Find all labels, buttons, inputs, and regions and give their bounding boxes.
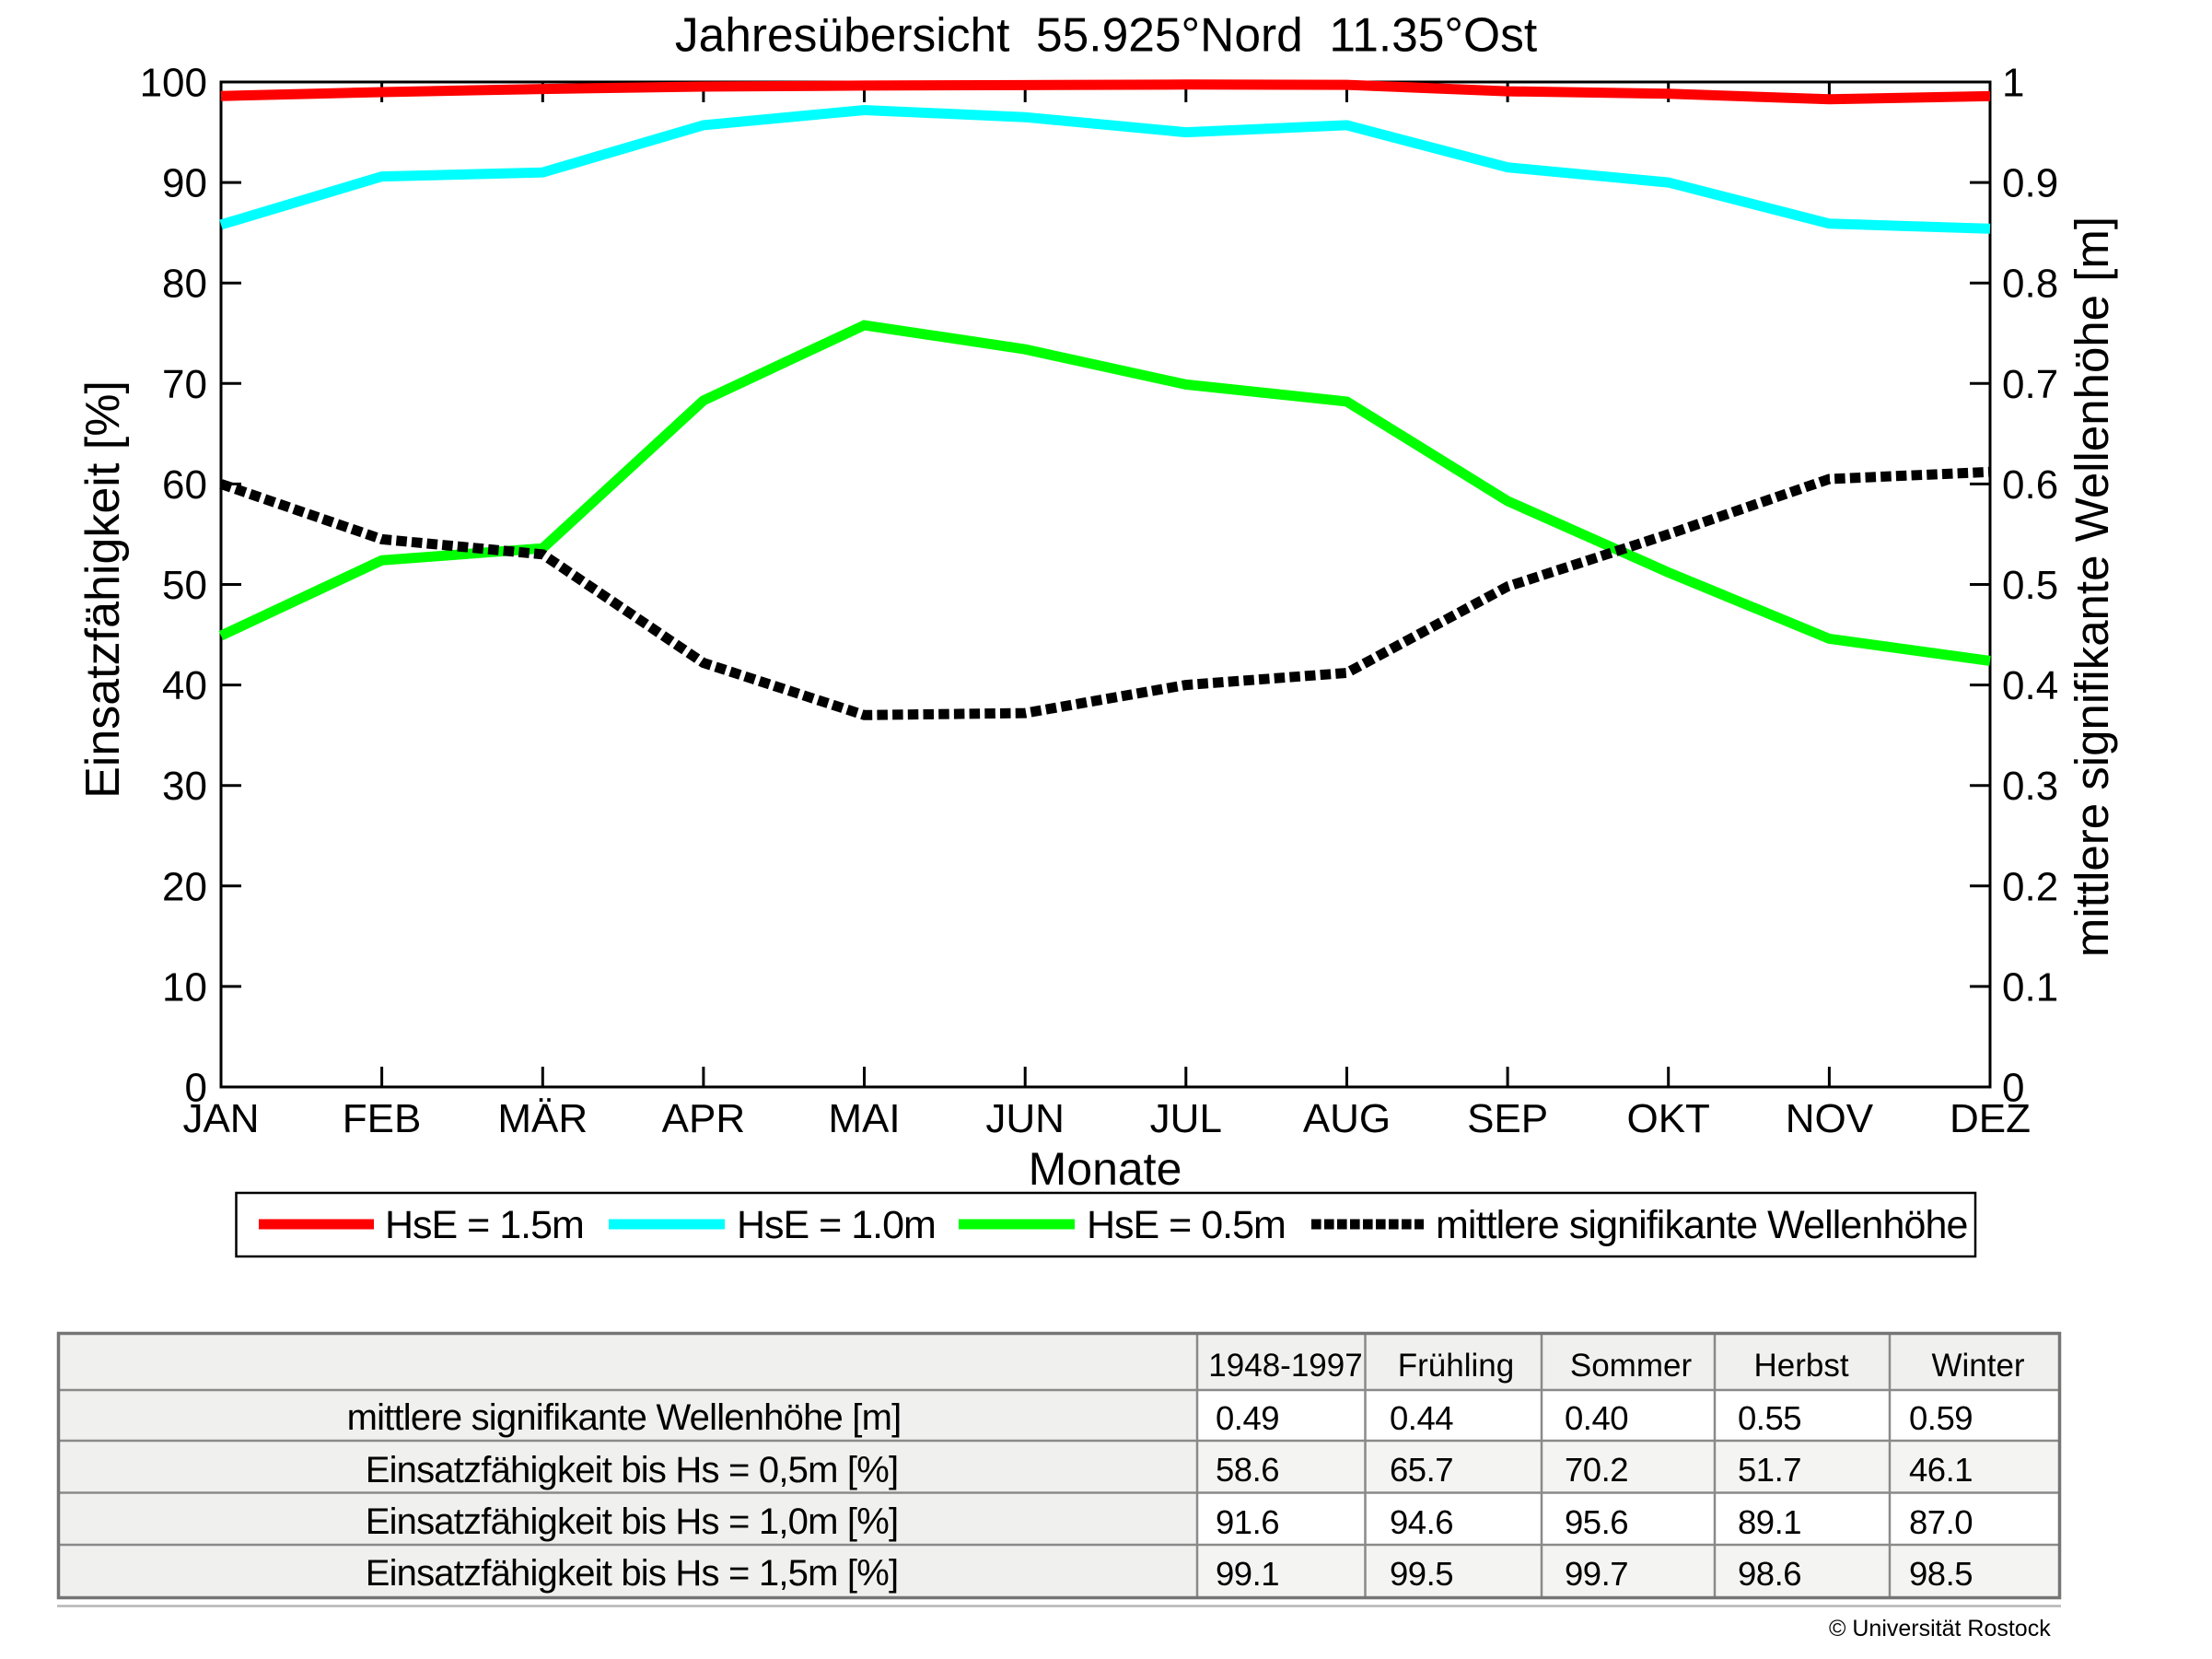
svg-text:© Universität Rostock: © Universität Rostock — [1829, 1616, 2051, 1641]
svg-text:JAN: JAN — [182, 1096, 259, 1141]
svg-text:0.49: 0.49 — [1216, 1399, 1279, 1437]
svg-text:JUN: JUN — [985, 1096, 1065, 1141]
svg-text:0.3: 0.3 — [2002, 764, 2058, 809]
svg-text:70: 70 — [162, 362, 207, 407]
svg-text:Einsatzfähigkeit [%]: Einsatzfähigkeit [%] — [76, 380, 130, 799]
svg-text:Einsatzfähigkeit bis Hs = 1,0m: Einsatzfähigkeit bis Hs = 1,0m [%] — [366, 1501, 899, 1542]
svg-text:0: 0 — [2002, 1066, 2024, 1111]
svg-text:87.0: 87.0 — [1909, 1503, 1973, 1541]
svg-text:Einsatzfähigkeit bis Hs = 1,5m: Einsatzfähigkeit bis Hs = 1,5m [%] — [366, 1553, 899, 1594]
svg-text:95.6: 95.6 — [1565, 1503, 1628, 1541]
svg-text:Herbst: Herbst — [1753, 1348, 1848, 1384]
svg-text:0.59: 0.59 — [1909, 1399, 1973, 1437]
svg-text:OKT: OKT — [1626, 1096, 1709, 1141]
svg-text:NOV: NOV — [1786, 1096, 1874, 1141]
svg-text:Jahresübersicht 55.925°Nord: Jahresübersicht 55.925°Nord 11.35°Ost — [675, 8, 1537, 62]
svg-text:mittlere signifikante Wellenhö: mittlere signifikante Wellenhöhe — [1436, 1203, 1968, 1247]
svg-text:65.7: 65.7 — [1390, 1451, 1453, 1489]
svg-text:0.44: 0.44 — [1390, 1399, 1453, 1437]
svg-text:0.1: 0.1 — [2002, 964, 2058, 1010]
svg-text:HsE = 1.5m: HsE = 1.5m — [385, 1203, 584, 1247]
svg-text:APR: APR — [662, 1096, 745, 1141]
svg-text:51.7: 51.7 — [1738, 1451, 1801, 1489]
svg-text:1948-1997: 1948-1997 — [1208, 1348, 1362, 1384]
svg-text:Monate: Monate — [1029, 1143, 1182, 1195]
svg-text:MAI: MAI — [828, 1096, 900, 1141]
svg-text:46.1: 46.1 — [1909, 1451, 1973, 1489]
svg-text:SEP: SEP — [1467, 1096, 1548, 1141]
svg-text:100: 100 — [140, 61, 207, 106]
svg-text:90: 90 — [162, 161, 207, 206]
svg-text:89.1: 89.1 — [1738, 1503, 1801, 1541]
svg-text:80: 80 — [162, 262, 207, 307]
svg-text:30: 30 — [162, 764, 207, 809]
svg-text:99.1: 99.1 — [1216, 1555, 1279, 1593]
svg-text:0.55: 0.55 — [1738, 1399, 1801, 1437]
svg-text:HsE = 1.0m: HsE = 1.0m — [737, 1203, 936, 1247]
svg-text:HsE = 0.5m: HsE = 0.5m — [1087, 1203, 1286, 1247]
svg-text:10: 10 — [162, 964, 207, 1010]
svg-text:FEB: FEB — [343, 1096, 422, 1141]
svg-text:JUL: JUL — [1150, 1096, 1222, 1141]
svg-text:1: 1 — [2002, 61, 2024, 106]
svg-text:98.6: 98.6 — [1738, 1555, 1801, 1593]
svg-text:0.40: 0.40 — [1565, 1399, 1628, 1437]
svg-text:0.7: 0.7 — [2002, 362, 2058, 407]
svg-text:58.6: 58.6 — [1216, 1451, 1279, 1489]
svg-text:50: 50 — [162, 563, 207, 608]
svg-text:0.6: 0.6 — [2002, 462, 2058, 508]
svg-text:0: 0 — [185, 1066, 207, 1111]
svg-text:0.4: 0.4 — [2002, 663, 2058, 708]
svg-text:Winter: Winter — [1931, 1348, 2024, 1384]
svg-text:99.5: 99.5 — [1390, 1555, 1453, 1593]
svg-text:DEZ: DEZ — [1950, 1096, 2031, 1141]
svg-text:94.6: 94.6 — [1390, 1503, 1453, 1541]
svg-text:70.2: 70.2 — [1565, 1451, 1628, 1489]
svg-text:MÄR: MÄR — [497, 1096, 588, 1141]
svg-text:60: 60 — [162, 462, 207, 508]
svg-text:AUG: AUG — [1303, 1096, 1391, 1141]
svg-text:91.6: 91.6 — [1216, 1503, 1279, 1541]
svg-text:0.2: 0.2 — [2002, 864, 2058, 909]
svg-text:99.7: 99.7 — [1565, 1555, 1628, 1593]
svg-text:98.5: 98.5 — [1909, 1555, 1973, 1593]
svg-text:0.9: 0.9 — [2002, 161, 2058, 206]
svg-text:0.5: 0.5 — [2002, 563, 2058, 608]
svg-text:Einsatzfähigkeit bis Hs = 0,5m: Einsatzfähigkeit bis Hs = 0,5m [%] — [366, 1450, 899, 1490]
svg-text:mittlere signifikante Wellenhö: mittlere signifikante Wellenhöhe [m] — [2066, 216, 2118, 957]
svg-text:0.8: 0.8 — [2002, 262, 2058, 307]
svg-text:20: 20 — [162, 864, 207, 909]
svg-text:Sommer: Sommer — [1570, 1348, 1693, 1384]
svg-text:40: 40 — [162, 663, 207, 708]
svg-text:Frühling: Frühling — [1398, 1348, 1514, 1384]
svg-text:mittlere signifikante Wellenhö: mittlere signifikante Wellenhöhe [m] — [347, 1397, 902, 1438]
